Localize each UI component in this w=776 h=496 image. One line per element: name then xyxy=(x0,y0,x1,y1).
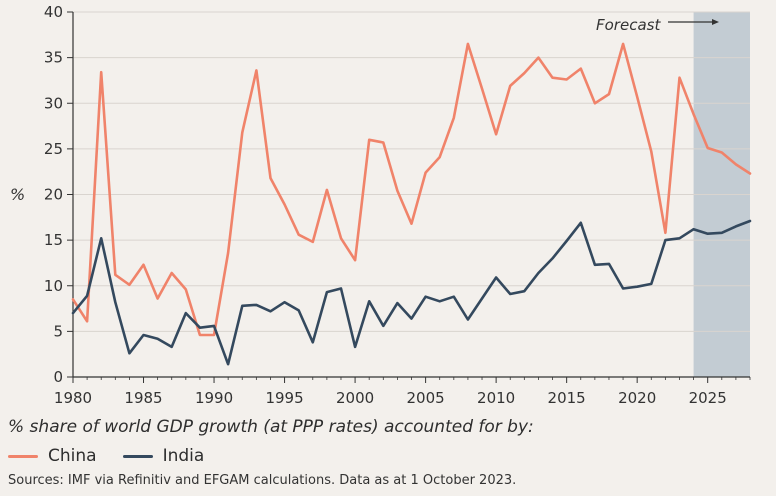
y-tick-label: 0 xyxy=(53,368,63,386)
source-note: Sources: IMF via Refinitiv and EFGAM cal… xyxy=(8,473,517,488)
y-tick-label: 20 xyxy=(44,186,63,204)
forecast-arrow xyxy=(668,19,719,25)
series-line-china xyxy=(71,42,752,337)
series-lines xyxy=(71,42,752,366)
y-tick-label: 25 xyxy=(44,140,63,158)
x-tick-label: 2025 xyxy=(689,389,727,407)
x-tick-label: 1995 xyxy=(265,389,303,407)
x-tick-label: 2015 xyxy=(548,389,586,407)
y-tick-label: 40 xyxy=(44,3,63,21)
series-line-india xyxy=(71,219,752,366)
gridlines xyxy=(73,11,750,378)
x-tick-label: 2000 xyxy=(336,389,374,407)
y-tick-label: 15 xyxy=(44,231,63,249)
legend: China India xyxy=(8,446,230,466)
legend-swatch-india xyxy=(122,454,153,458)
legend-swatch-china xyxy=(8,454,38,458)
legend-label-china: China xyxy=(48,446,97,466)
x-tick-label: 2005 xyxy=(407,389,445,407)
forecast-label: Forecast xyxy=(596,16,661,34)
y-axis-label: % xyxy=(10,185,25,204)
x-tick-label: 1980 xyxy=(54,389,92,407)
legend-item-india: India xyxy=(122,446,205,466)
x-tick-label: 2010 xyxy=(477,389,515,407)
y-tick-label: 10 xyxy=(44,277,63,295)
x-tick-label: 1990 xyxy=(195,389,233,407)
legend-item-china: China xyxy=(8,446,97,466)
y-tick-label: 5 xyxy=(53,322,63,340)
x-tick-label: 2020 xyxy=(618,389,656,407)
x-tick-label: 1985 xyxy=(124,389,162,407)
y-tick-label: 30 xyxy=(44,94,63,112)
y-tick-label: 35 xyxy=(44,49,63,67)
chart-subtitle: % share of world GDP growth (at PPP rate… xyxy=(8,417,534,437)
legend-label-india: India xyxy=(162,446,205,466)
